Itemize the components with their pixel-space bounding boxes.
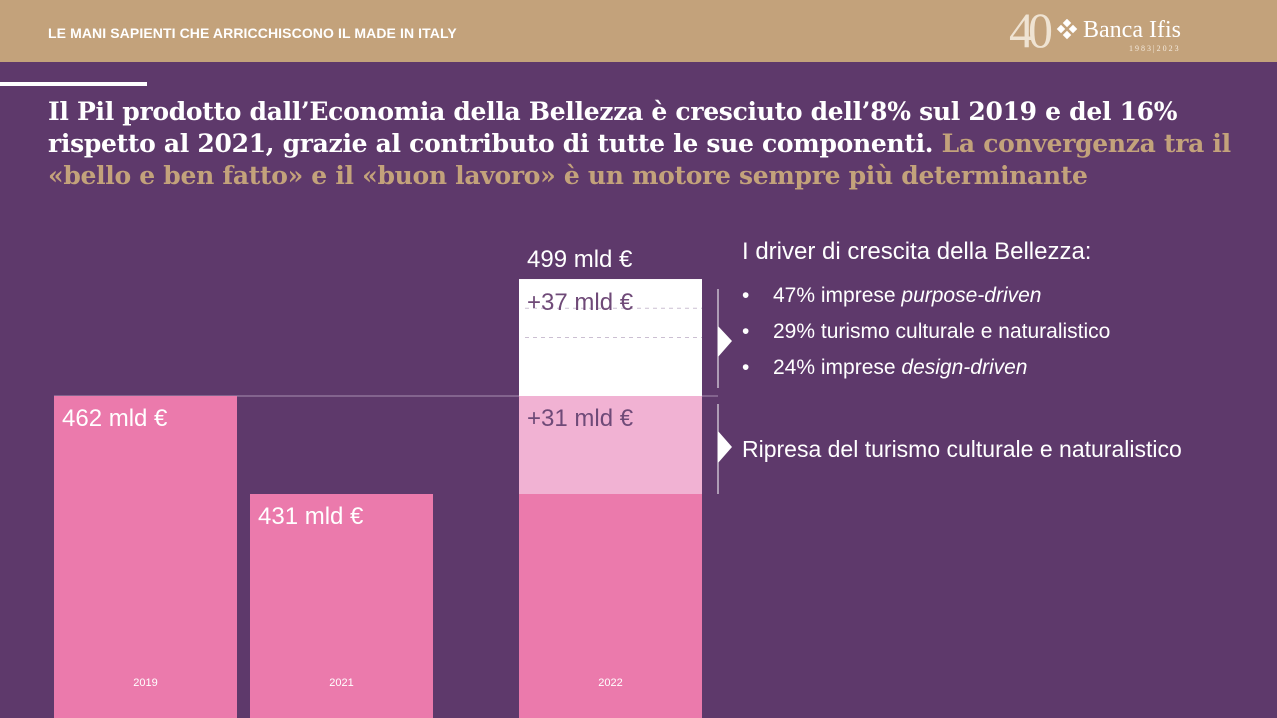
driver-item: • 47% imprese purpose-driven [742, 284, 1110, 320]
headline-main: Il Pil prodotto dall’Economia della Bell… [48, 97, 1178, 158]
bullet-icon: • [742, 284, 750, 307]
bar-2022-base [519, 494, 702, 718]
header-bar: LE MANI SAPIENTI CHE ARRICCHISCONO IL MA… [0, 0, 1277, 62]
driver-item: • 24% imprese design-driven [742, 356, 1110, 392]
arrow-right-icon [718, 326, 732, 358]
headline-highlight: La convergenza tra il «bello e ben fatto… [48, 129, 1231, 190]
bar-2021 [250, 494, 433, 718]
driver-text-italic: design-driven [901, 356, 1028, 379]
bar-2022-increment-31 [519, 396, 702, 494]
bar-value-label: 462 mld € [62, 405, 168, 432]
drivers-title: I driver di crescita della Bellezza: [742, 238, 1092, 265]
increment-label-31: +31 mld € [527, 405, 634, 432]
year-label: 2022 [598, 677, 622, 689]
bar-2019 [54, 396, 237, 718]
driver-text: 24% imprese [773, 356, 902, 379]
bar-value-label: 431 mld € [258, 503, 364, 530]
banca-ifis-logo: 40 Banca Ifis 1983|2023 [1003, 2, 1203, 58]
year-label: 2021 [329, 677, 353, 689]
driver-text: 29% turismo culturale e naturalistico [773, 320, 1111, 343]
logo-40-mark: 40 [1009, 2, 1053, 58]
increment-label-37: +37 mld € [527, 289, 634, 316]
header-title: LE MANI SAPIENTI CHE ARRICCHISCONO IL MA… [48, 25, 457, 41]
bullet-icon: • [742, 320, 750, 343]
logo-name: Banca Ifis [1083, 17, 1181, 43]
driver-item: • 29% turismo culturale e naturalistico [742, 320, 1110, 356]
recovery-text: Ripresa del turismo culturale e naturali… [742, 436, 1182, 462]
driver-text: 47% imprese [773, 284, 902, 307]
year-label: 2019 [133, 677, 157, 689]
arrow-right-icon [718, 431, 732, 463]
bar-total-label-2022: 499 mld € [527, 246, 633, 273]
logo-years: 1983|2023 [1129, 44, 1181, 53]
bullet-icon: • [742, 356, 750, 379]
accent-line [0, 82, 147, 86]
diamond-logo-icon [1056, 19, 1078, 40]
drivers-list: • 47% imprese purpose-driven • 29% turismo… [742, 284, 1110, 392]
headline: Il Pil prodotto dall’Economia della Bell… [48, 96, 1238, 192]
driver-text-italic: purpose-driven [901, 284, 1042, 307]
